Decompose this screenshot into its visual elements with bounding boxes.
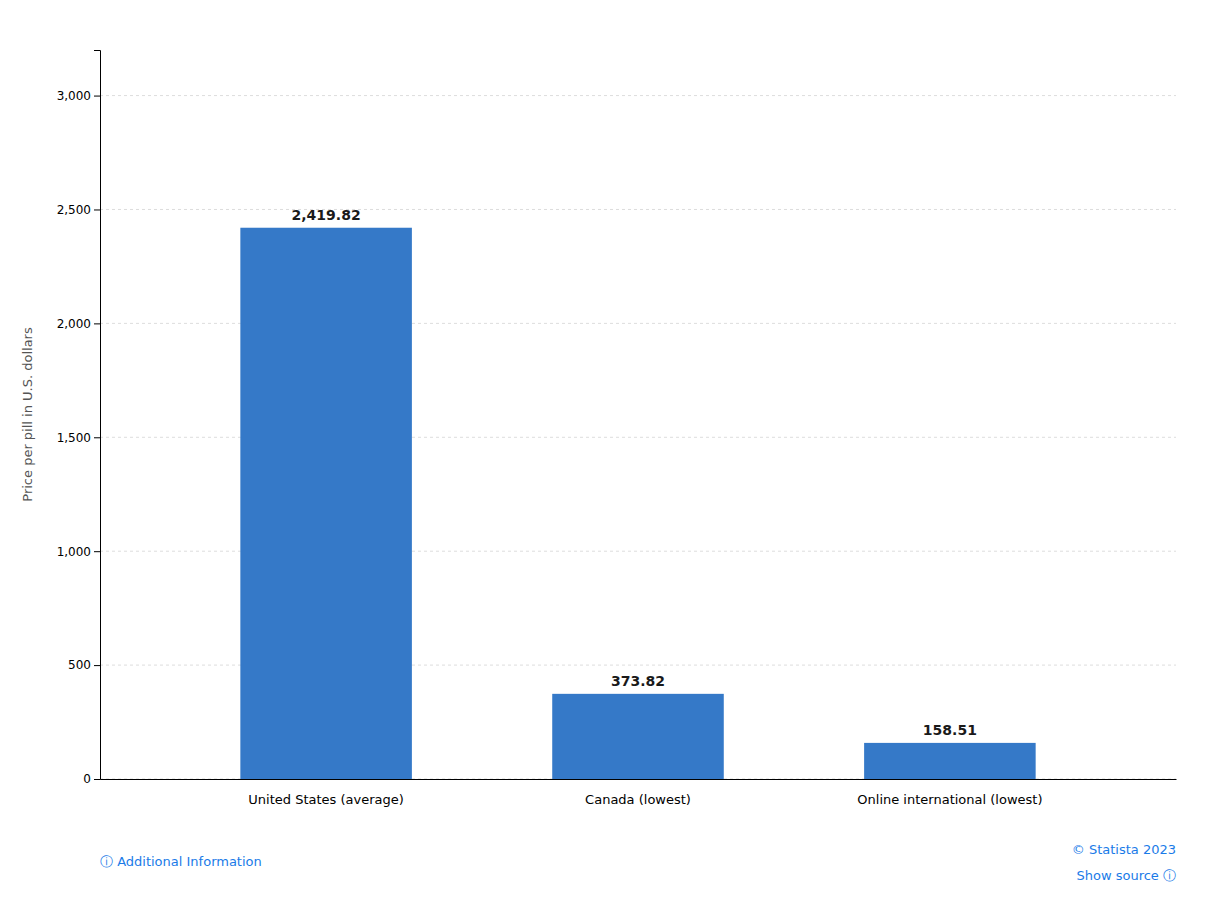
data-label: 373.82 <box>611 673 665 689</box>
y-tick-label: 1,000 <box>57 545 91 559</box>
annotation: ⓘ Additional Information <box>100 854 262 869</box>
bar <box>864 743 1036 779</box>
y-axis-title: Price per pill in U.S. dollars <box>20 327 35 502</box>
y-axis: 0 500 1,000 1,500 2,000 2,500 3,000 <box>57 51 101 787</box>
y-tick-label: 500 <box>68 658 91 672</box>
data-labels: 2,419.82 373.82 158.51 <box>292 207 977 738</box>
grid <box>100 96 1176 779</box>
data-label: 158.51 <box>923 722 977 738</box>
data-label: 2,419.82 <box>292 207 361 223</box>
y-tick-label: 0 <box>83 772 91 786</box>
annotation: Show source ⓘ <box>1076 868 1176 883</box>
y-tick-mark <box>94 779 100 780</box>
bar <box>240 228 412 779</box>
chart: 0 500 1,000 1,500 2,000 2,500 3,000 United Stat… <box>0 0 1216 919</box>
x-tick: Online international (lowest) <box>857 792 1042 807</box>
y-tick: 500 <box>68 658 100 672</box>
y-tick: 0 <box>83 772 100 786</box>
x-axis: United States (average) Canada (lowest) On… <box>101 780 1177 807</box>
x-tick: Canada (lowest) <box>585 792 691 807</box>
plot: 0 500 1,000 1,500 2,000 2,500 3,000 United Stat… <box>20 51 1177 807</box>
bar <box>552 694 724 779</box>
y-tick-mark <box>94 551 100 552</box>
y-tick-mark <box>94 209 100 210</box>
x-tick-label: Online international (lowest) <box>857 792 1042 807</box>
y-tick-label: 3,000 <box>57 89 91 103</box>
y-tick-label: 1,500 <box>57 431 91 445</box>
y-tick-label: 2,000 <box>57 317 91 331</box>
y-tick-label: 2,500 <box>57 203 91 217</box>
grid-line <box>100 209 1176 210</box>
y-tick: 2,500 <box>57 203 100 217</box>
bars <box>240 228 1035 779</box>
footer: ⓘ Additional Information © Statista 2023 S… <box>100 842 1176 883</box>
x-tick: United States (average) <box>248 792 404 807</box>
x-tick-label: Canada (lowest) <box>585 792 691 807</box>
grid-line <box>100 95 1176 96</box>
x-tick-label: United States (average) <box>248 792 404 807</box>
y-tick: 1,000 <box>57 545 100 559</box>
y-axis-line <box>94 51 101 780</box>
x-axis-line <box>101 779 1177 780</box>
y-tick-mark <box>94 323 100 324</box>
y-tick: 1,500 <box>57 431 100 445</box>
y-tick-mark <box>94 437 100 438</box>
y-tick: 2,000 <box>57 317 100 331</box>
y-tick-mark <box>94 665 100 666</box>
annotation: © Statista 2023 <box>1072 842 1176 857</box>
y-tick-mark <box>94 96 100 97</box>
y-tick: 3,000 <box>57 89 100 103</box>
